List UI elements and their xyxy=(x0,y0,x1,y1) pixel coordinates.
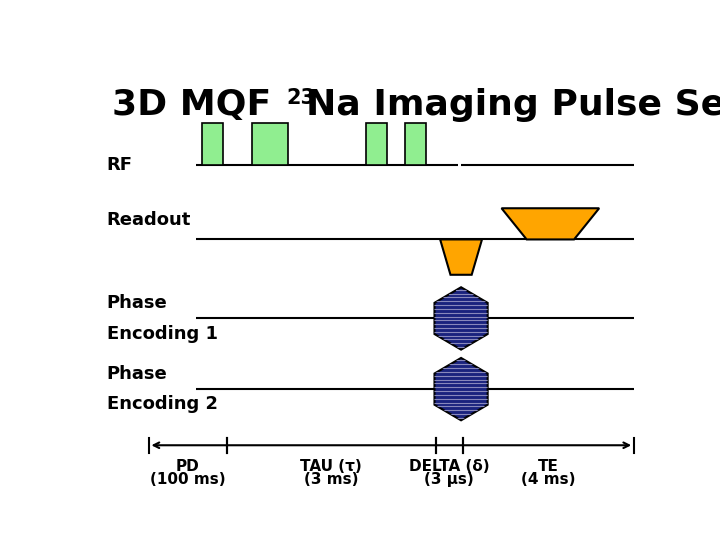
Text: (100 ms): (100 ms) xyxy=(150,472,225,487)
Polygon shape xyxy=(502,208,599,239)
Polygon shape xyxy=(434,287,487,349)
Text: Na Imaging Pulse Sequence: Na Imaging Pulse Sequence xyxy=(306,87,720,122)
Text: (4 ms): (4 ms) xyxy=(521,472,576,487)
Polygon shape xyxy=(440,239,482,275)
Text: Encoding 2: Encoding 2 xyxy=(107,395,217,413)
Bar xyxy=(405,123,426,165)
Text: 23: 23 xyxy=(287,87,315,107)
Text: Readout: Readout xyxy=(107,211,191,229)
Text: TE: TE xyxy=(538,458,559,474)
Text: Phase: Phase xyxy=(107,365,168,383)
Text: (3 μs): (3 μs) xyxy=(425,472,474,487)
Bar xyxy=(366,123,387,165)
Text: (3 ms): (3 ms) xyxy=(304,472,359,487)
Bar xyxy=(202,123,222,165)
Text: Phase: Phase xyxy=(107,294,168,312)
Text: TAU (τ): TAU (τ) xyxy=(300,458,362,474)
Text: DELTA (δ): DELTA (δ) xyxy=(409,458,490,474)
Text: PD: PD xyxy=(176,458,199,474)
Text: RF: RF xyxy=(107,156,132,173)
Text: 3D MQF: 3D MQF xyxy=(112,87,284,122)
Bar xyxy=(252,123,288,165)
Text: Encoding 1: Encoding 1 xyxy=(107,325,217,343)
Polygon shape xyxy=(434,358,487,420)
